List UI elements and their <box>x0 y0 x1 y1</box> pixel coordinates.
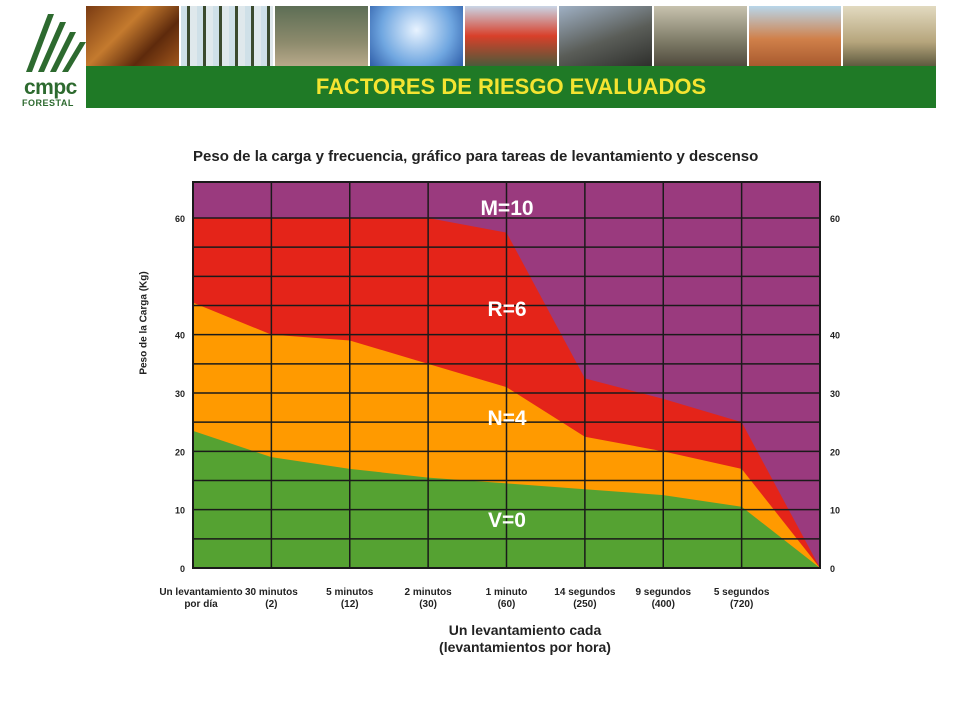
pine-cones-photo <box>86 6 179 66</box>
trees-sky-photo <box>370 6 463 66</box>
x-axis-label-line1: Un levantamiento cada <box>448 622 602 638</box>
zone-label-n: N=4 <box>487 407 526 430</box>
x-tick-label: Un levantamiento <box>159 587 242 598</box>
x-tick-sublabel: (12) <box>341 599 359 610</box>
zone-label-m: M=10 <box>480 197 533 220</box>
y-tick-label-left: 20 <box>175 447 185 457</box>
x-tick-sublabel: (250) <box>573 599 596 610</box>
x-tick-sublabel: (60) <box>498 599 516 610</box>
workers-group-photo <box>464 6 558 66</box>
header-photo-strip <box>86 6 937 66</box>
x-axis-label-line2: (levantamientos por hora) <box>439 639 611 655</box>
y-tick-label-left: 0 <box>180 564 185 574</box>
x-tick-label: 5 segundos <box>714 587 770 598</box>
x-tick-sublabel: por día <box>184 599 218 610</box>
wood-boards-photo <box>843 6 937 66</box>
tree-logo-icon <box>26 14 86 72</box>
cmpc-forestal-logo: cmpc FORESTAL <box>18 8 90 108</box>
logo-subtext: FORESTAL <box>22 98 74 108</box>
chart-frame <box>192 181 821 569</box>
page-title: FACTORES DE RIESGO EVALUADOS <box>315 74 707 99</box>
y-tick-label-right: 30 <box>830 389 840 399</box>
zone-label-v: V=0 <box>488 509 526 532</box>
sawmill-interior-photo <box>654 6 747 66</box>
x-tick-sublabel: (400) <box>652 599 675 610</box>
chart-title: Peso de la carga y frecuencia, gráfico p… <box>193 148 759 165</box>
x-tick-label: 1 minuto <box>486 587 528 598</box>
x-axis-label: Un levantamiento cada (levantamientos po… <box>380 622 670 656</box>
y-tick-label-left: 30 <box>175 389 185 399</box>
header-bar: FACTORES DE RIESGO EVALUADOS <box>86 66 936 108</box>
x-tick-label: 14 segundos <box>554 587 616 598</box>
x-tick-label: 9 segundos <box>635 587 691 598</box>
y-tick-label-right: 10 <box>830 506 840 516</box>
logs-machinery-photo <box>559 6 653 66</box>
x-tick-label: 5 minutos <box>326 587 374 598</box>
y-tick-label-left: 40 <box>175 331 185 341</box>
logo-text: cmpc <box>24 76 77 99</box>
deer-forest-photo <box>275 6 369 66</box>
y-tick-label-right: 60 <box>830 214 840 224</box>
x-tick-label: 2 minutos <box>405 587 453 598</box>
x-tick-label: 30 minutos <box>245 587 298 598</box>
y-tick-label-right: 40 <box>830 331 840 341</box>
x-tick-sublabel: (2) <box>265 599 277 610</box>
y-tick-label-right: 20 <box>830 447 840 457</box>
x-tick-sublabel: (720) <box>730 599 753 610</box>
forest-photo <box>180 6 274 66</box>
x-tick-sublabel: (30) <box>419 599 437 610</box>
y-tick-label-left: 10 <box>175 506 185 516</box>
y-tick-label-right: 0 <box>830 564 835 574</box>
lumber-stacks-photo <box>748 6 842 66</box>
zone-label-r: R=6 <box>487 298 526 321</box>
y-tick-label-left: 60 <box>175 214 185 224</box>
